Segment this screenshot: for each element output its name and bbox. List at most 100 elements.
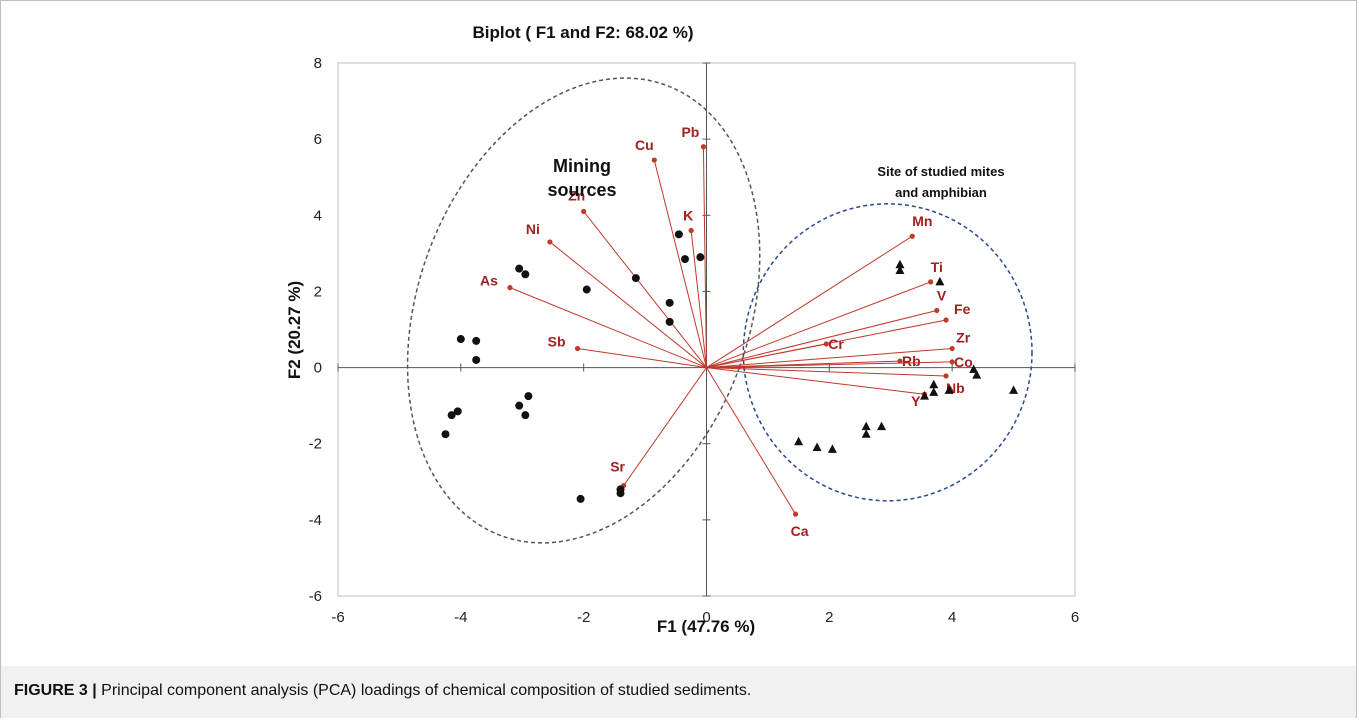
y-tick-label: -6	[309, 588, 322, 605]
loading-point-as	[507, 285, 513, 291]
loading-vector-ni	[549, 241, 707, 368]
observation-circle	[515, 401, 524, 410]
site-label-line2: and amphibian	[895, 185, 987, 200]
observation-triangle	[861, 421, 871, 431]
observation-circle	[616, 489, 625, 498]
mining-sources-label-line1: Mining	[553, 156, 611, 176]
observation-circle	[576, 494, 585, 503]
loading-vector-v	[706, 309, 937, 369]
loading-point-sb	[574, 345, 581, 352]
loading-label-fe: Fe	[954, 301, 971, 317]
loading-point-rb	[897, 358, 903, 364]
loading-point-fe	[943, 317, 949, 323]
loading-label-cr: Cr	[828, 336, 844, 352]
loading-vector-as	[509, 287, 707, 369]
loading-label-cu: Cu	[635, 137, 654, 153]
loading-label-sb: Sb	[548, 334, 566, 350]
regions	[406, 77, 1033, 544]
observation-triangle	[935, 276, 945, 286]
x-tick-label: 2	[825, 609, 833, 626]
observation-circle	[521, 411, 530, 420]
loading-vector-cu	[653, 159, 707, 368]
observation-circle	[453, 407, 462, 416]
loading-label-ti: Ti	[931, 259, 943, 275]
observation-triangle	[972, 370, 982, 379]
observation-circle	[447, 411, 456, 420]
y-tick-label: 8	[314, 55, 322, 72]
observation-circle	[631, 274, 640, 283]
x-tick-label: 4	[948, 609, 956, 626]
x-tick-label: 6	[1071, 609, 1079, 626]
observation-circle	[515, 264, 524, 273]
loading-vector-ti	[706, 281, 931, 369]
x-axis-title: F1 (47.76 %)	[657, 617, 755, 636]
observation-triangle	[895, 265, 905, 274]
loading-vector-nb	[706, 367, 947, 377]
observation-circle	[524, 392, 533, 401]
y-tick-label: -4	[309, 512, 322, 529]
observation-triangle	[827, 444, 837, 453]
observation-points	[441, 230, 1019, 503]
observation-circle	[582, 285, 591, 294]
tick-labels: -6 -4 -2 0 2 4 6 -6 -4 -2 0 2 4 6 8	[309, 55, 1080, 626]
observation-circle	[674, 230, 683, 239]
loading-label-rb: Rb	[902, 353, 921, 369]
loading-point-zn	[581, 208, 587, 215]
loading-vector-y	[706, 367, 925, 395]
loading-point-ni	[547, 239, 553, 245]
loading-label-sr: Sr	[610, 459, 625, 475]
observation-triangle	[920, 391, 930, 400]
loading-point-mn	[909, 233, 915, 239]
loading-label-k: K	[683, 208, 693, 224]
observation-circle	[665, 298, 674, 307]
figure-caption: FIGURE 3 | Principal component analysis …	[14, 682, 751, 700]
loading-point-co	[949, 359, 955, 365]
loading-point-cu	[651, 157, 657, 163]
observation-triangle	[944, 385, 954, 394]
y-tick-label: 4	[314, 207, 322, 224]
loading-point-v	[934, 307, 940, 314]
observation-circle	[456, 335, 465, 344]
y-tick-label: 6	[314, 131, 322, 148]
loading-point-zr	[949, 345, 955, 352]
loading-label-as: As	[480, 273, 498, 289]
x-tick-label: 0	[702, 609, 710, 626]
observation-circle	[521, 270, 530, 279]
observation-circle	[472, 355, 481, 364]
mining-sources-label-line2: sources	[547, 180, 616, 200]
observation-triangle	[969, 364, 979, 373]
observation-triangle	[929, 379, 939, 389]
loading-label-zn: Zn	[568, 187, 585, 203]
x-tick-label: -6	[331, 609, 344, 626]
observation-triangle	[895, 259, 905, 269]
mining-sources-ellipse	[406, 77, 761, 544]
caption-band	[1, 666, 1356, 718]
loading-vector-pb	[702, 146, 707, 368]
loading-point-k	[688, 227, 694, 234]
loading-label-v: V	[937, 287, 947, 303]
loading-label-co: Co	[954, 354, 973, 370]
observation-circle	[665, 317, 674, 326]
observation-triangle	[929, 387, 939, 396]
x-tick-label: -4	[454, 609, 467, 626]
loading-vector-ca	[706, 367, 796, 515]
loading-vector-zn	[583, 211, 707, 368]
observation-circle	[681, 255, 690, 264]
observation-triangle	[861, 429, 871, 438]
loading-point-nb	[943, 373, 949, 379]
y-tick-label: 2	[314, 283, 322, 300]
loading-label-pb: Pb	[681, 124, 699, 140]
site-circle	[742, 203, 1033, 502]
loading-point-ca	[792, 511, 799, 517]
loading-label-ca: Ca	[791, 523, 809, 539]
loading-vector-co	[706, 361, 953, 369]
loading-point-ti	[928, 279, 934, 285]
caption-text: Principal component analysis (PCA) loadi…	[96, 682, 752, 699]
loading-point-pb	[700, 144, 707, 150]
observation-triangle	[877, 421, 887, 431]
loading-label-y: Y	[911, 393, 921, 409]
loading-vector-k	[690, 230, 707, 368]
y-tick-label: 0	[314, 360, 322, 377]
figure-number: FIGURE 3 |	[14, 682, 97, 699]
